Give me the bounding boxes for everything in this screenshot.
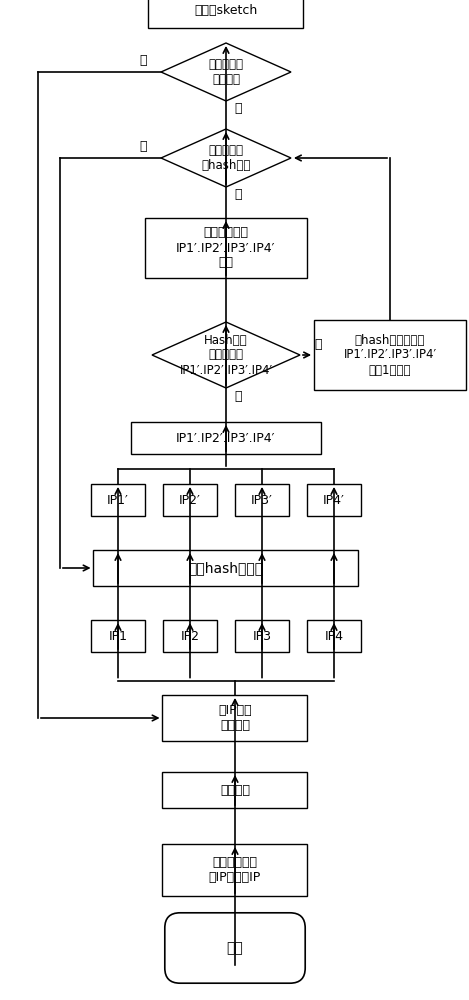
Text: 否: 否 (234, 103, 242, 115)
Text: IP3′: IP3′ (251, 493, 273, 506)
Text: 源IP分段
（四段）: 源IP分段 （四段） (218, 704, 252, 732)
Text: 是: 是 (139, 53, 147, 66)
Text: IP1′: IP1′ (107, 493, 129, 506)
Bar (163, 484, 217, 516)
Bar (145, 218, 307, 278)
Bar (91, 484, 145, 516)
Text: IP3: IP3 (252, 630, 272, 643)
Bar (307, 484, 361, 516)
Bar (235, 484, 289, 516)
Text: Hash表中
是否有表项
IP1′.IP2′.IP3′.IP4′: Hash表中 是否有表项 IP1′.IP2′.IP3′.IP4′ (180, 334, 272, 376)
Text: IP1′.IP2′.IP3′.IP4′: IP1′.IP2′.IP3′.IP4′ (176, 432, 276, 444)
Text: 连接度sketch: 连接度sketch (194, 3, 257, 16)
Bar (235, 620, 289, 652)
Text: 核心hash函数组: 核心hash函数组 (189, 561, 264, 575)
Text: IP2′: IP2′ (179, 493, 201, 506)
Text: 数据去重: 数据去重 (220, 784, 250, 796)
Text: IP2: IP2 (181, 630, 199, 643)
Bar (93, 550, 358, 586)
Text: 在hash表添加键为
IP1′.IP2′.IP3′.IP4′
值为1的表项: 在hash表添加键为 IP1′.IP2′.IP3′.IP4′ 值为1的表项 (343, 334, 437, 376)
Bar (314, 320, 466, 390)
Bar (149, 0, 303, 28)
Polygon shape (161, 43, 291, 101)
Text: 获取每条流的
源IP，目的IP: 获取每条流的 源IP，目的IP (209, 856, 261, 884)
Text: IP4′: IP4′ (323, 493, 345, 506)
Bar (163, 620, 217, 652)
Bar (162, 695, 308, 741)
FancyBboxPatch shape (165, 913, 305, 983)
Text: 否: 否 (314, 338, 322, 352)
Text: IP1: IP1 (108, 630, 128, 643)
Text: 开始: 开始 (227, 941, 243, 955)
Text: 是否还有其
他hash函数: 是否还有其 他hash函数 (201, 144, 251, 172)
Polygon shape (161, 129, 291, 187)
Bar (91, 620, 145, 652)
Text: IP4: IP4 (325, 630, 343, 643)
Text: 更新表中键为
IP1′.IP2′.IP3′.IP4′
的值: 更新表中键为 IP1′.IP2′.IP3′.IP4′ 的值 (176, 227, 276, 269)
Text: 否: 否 (234, 188, 242, 202)
Text: 是: 是 (234, 389, 242, 402)
Bar (162, 844, 308, 896)
Bar (307, 620, 361, 652)
Text: 是否还有其
他数据流: 是否还有其 他数据流 (209, 58, 243, 86)
Bar (131, 422, 321, 454)
Polygon shape (152, 322, 300, 388)
Bar (162, 772, 308, 808)
Text: 是: 是 (139, 139, 147, 152)
